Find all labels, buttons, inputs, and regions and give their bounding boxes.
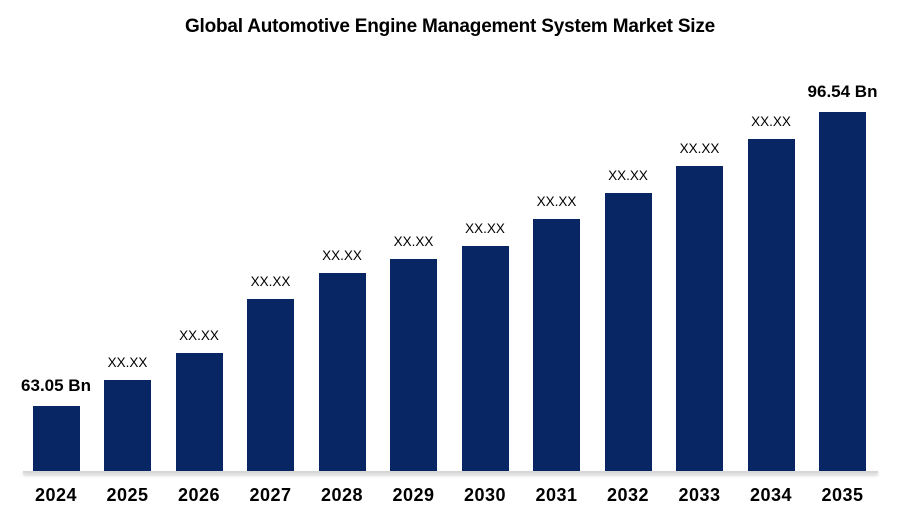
bar-value-label-2032: XX.XX [608, 168, 648, 183]
bar-value-label-2027: XX.XX [250, 274, 291, 289]
bar-value-label-2024: 63.05 Bn [21, 376, 91, 395]
bar-2028 [318, 273, 366, 471]
x-axis-label-2034: 2034 [749, 485, 793, 505]
x-axis-label-2032: 2032 [606, 485, 650, 505]
x-axis-label-2029: 2029 [392, 485, 435, 505]
x-axis-label-2031: 2031 [535, 485, 578, 505]
bar-value-label-2030: XX.XX [465, 221, 505, 236]
bar-2030 [461, 246, 509, 471]
bar-value-label-2035: 96.54 Bn [807, 82, 878, 101]
bar-2026 [175, 353, 223, 471]
x-axis-line [23, 471, 878, 473]
bar-value-label-2026: XX.XX [179, 328, 219, 343]
x-axis-label-2024: 2024 [34, 485, 78, 505]
x-axis-label-2033: 2033 [678, 485, 721, 505]
bar-2032 [604, 193, 652, 471]
x-axis-label-2028: 2028 [320, 485, 364, 505]
x-axis-label-2035: 2035 [821, 485, 864, 505]
bar-2033 [676, 166, 723, 471]
x-axis-label-2030: 2030 [463, 485, 507, 505]
x-axis-label-2026: 2026 [177, 485, 221, 505]
bar-value-label-2028: XX.XX [322, 248, 362, 263]
x-axis-label-2025: 2025 [106, 485, 149, 505]
bar-value-label-2033: XX.XX [679, 141, 720, 156]
bar-2031 [533, 219, 580, 471]
bar-2025 [104, 380, 151, 471]
bar-2027 [247, 299, 294, 471]
chart-title: Global Automotive Engine Management Syst… [184, 16, 716, 37]
bar-2035 [819, 112, 866, 471]
bar-value-label-2029: XX.XX [393, 234, 434, 249]
bar-2029 [390, 259, 437, 471]
bar-2034 [747, 139, 795, 471]
bar-value-label-2034: XX.XX [751, 114, 791, 129]
bar-2024 [32, 406, 80, 471]
bar-value-label-2031: XX.XX [536, 194, 577, 209]
x-axis-label-2027: 2027 [249, 485, 292, 505]
bar-value-label-2025: XX.XX [107, 355, 148, 370]
